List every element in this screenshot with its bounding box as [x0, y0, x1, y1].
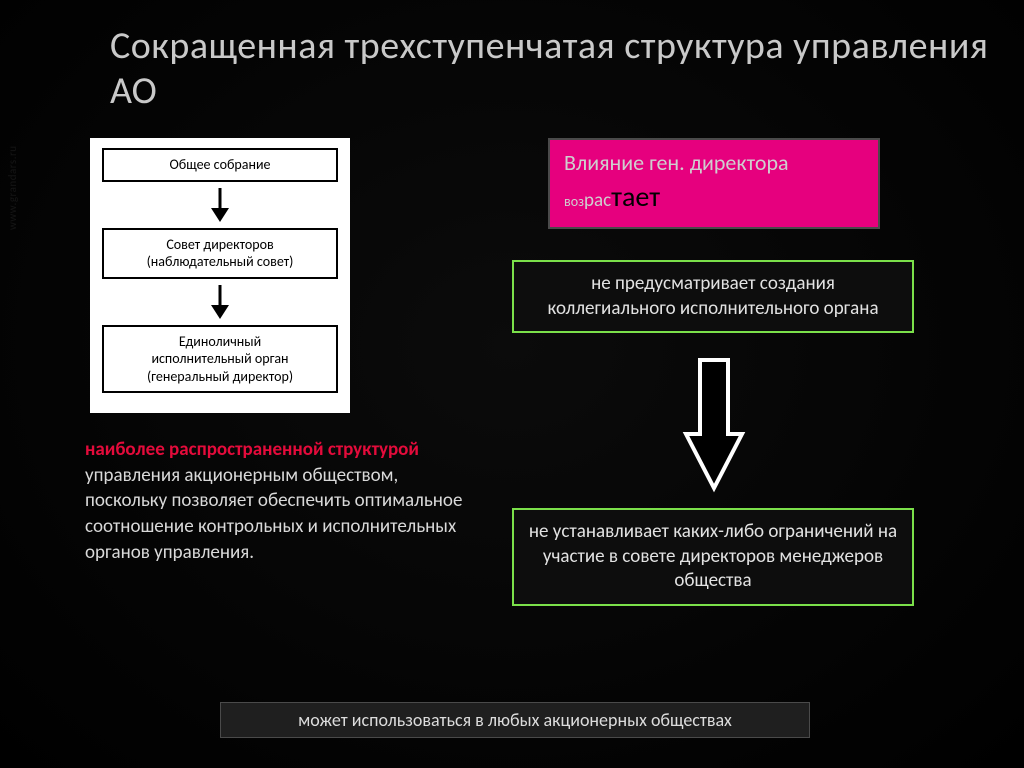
influence-mid: рас: [584, 189, 611, 212]
hierarchy-box-2: Совет директоров (наблюдательный совет): [102, 228, 338, 279]
bottom-bar: может использоваться в любых акционерных…: [220, 702, 810, 738]
influence-prefix: воз: [564, 193, 584, 210]
hierarchy-box-3: Единоличный исполнительный орган (генера…: [102, 325, 338, 394]
big-arrow-down-icon: [680, 354, 748, 494]
left-paragraph: наиболее распространенной структурой упр…: [85, 437, 475, 565]
slide-title: Сокращенная трехступенчатая структура уп…: [110, 24, 1024, 114]
influence-suffix: тает: [611, 179, 660, 214]
note-box-2: не устанавливает каких-либо ограничений …: [512, 508, 914, 606]
note-box-1: не предусматривает создания коллегиально…: [512, 260, 914, 333]
arrow-down-icon: [207, 186, 233, 224]
watermark-text: www.grandars.ru: [6, 145, 19, 230]
arrow-down-icon: [207, 283, 233, 321]
influence-line1: Влияние ген. директора: [564, 149, 789, 176]
left-paragraph-rest: управления акционерным обществом, поскол…: [85, 464, 462, 564]
hierarchy-panel: Общее собрание Совет директоров (наблюда…: [90, 138, 350, 413]
left-paragraph-emphasis: наиболее распространенной структурой: [85, 438, 419, 461]
influence-box: Влияние ген. директора возрастает: [548, 138, 880, 229]
hierarchy-box-1: Общее собрание: [102, 148, 338, 182]
